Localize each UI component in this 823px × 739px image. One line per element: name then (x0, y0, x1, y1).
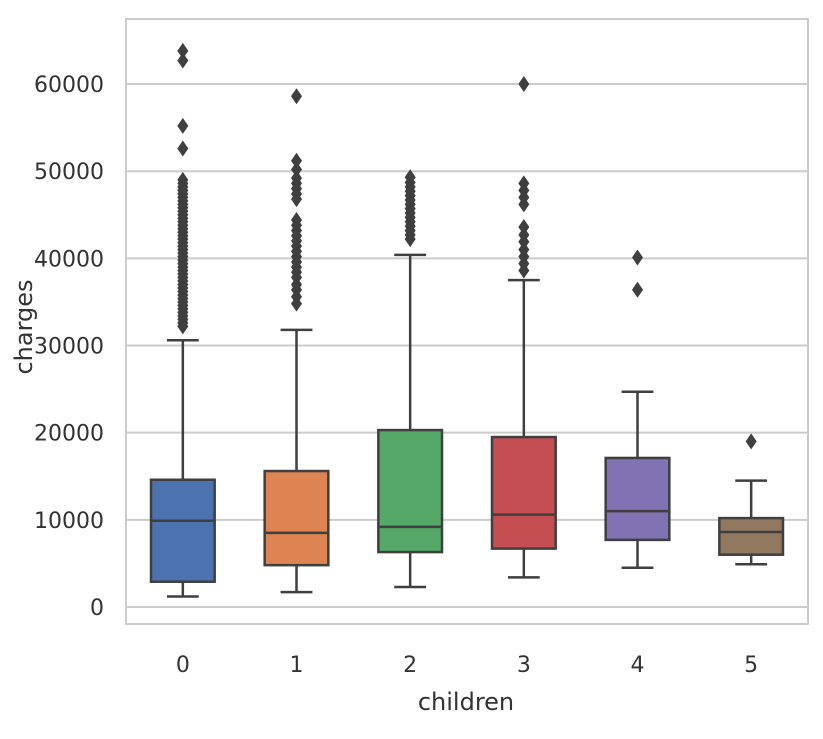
outlier-point (177, 171, 189, 188)
box-group-1 (263, 88, 330, 594)
outlier-point (291, 152, 302, 169)
x-tick-labels: 0 1 2 3 4 5 (176, 653, 758, 678)
x-axis-label: children (418, 688, 514, 716)
y-tick-label: 0 (90, 596, 104, 621)
plot-area (125, 18, 809, 625)
box-group-5 (718, 433, 785, 566)
outlier-point (291, 212, 302, 229)
x-tick-label: 1 (290, 653, 304, 678)
box-group-4 (604, 249, 671, 570)
outlier-point (518, 175, 530, 192)
box-group-0 (149, 42, 216, 598)
outlier-point (291, 161, 302, 178)
box-group-3 (490, 76, 557, 579)
outlier-point (632, 249, 643, 266)
outlier-point (632, 281, 643, 298)
outlier-point (404, 169, 416, 186)
y-tick-label: 20000 (34, 422, 104, 447)
y-tick-label: 30000 (34, 335, 104, 360)
iqr-box (377, 428, 444, 554)
iqr-box (490, 435, 557, 550)
y-tick-label: 40000 (34, 247, 104, 272)
outlier-point (291, 170, 302, 187)
outlier-point (291, 88, 302, 105)
y-tick-label: 50000 (34, 160, 104, 185)
iqr-box (149, 478, 216, 583)
x-tick-label: 5 (744, 653, 758, 678)
y-grid-lines (126, 83, 808, 608)
outlier-point (177, 42, 189, 59)
y-tick-label: 60000 (34, 73, 104, 98)
x-tick-label: 0 (176, 653, 190, 678)
box-group-2 (377, 169, 444, 589)
outlier-point (518, 76, 530, 93)
boxes (149, 42, 785, 598)
outlier-point (177, 140, 189, 157)
outlier-point (177, 52, 189, 69)
iqr-box (263, 469, 330, 567)
iqr-box (718, 516, 785, 556)
y-tick-labels: 0 10000 20000 30000 40000 50000 60000 (34, 73, 104, 621)
y-tick-label: 10000 (34, 509, 104, 534)
outlier-point (518, 218, 530, 235)
outlier-point (177, 117, 189, 134)
iqr-box (604, 456, 671, 542)
y-axis-label: charges (10, 279, 38, 374)
x-tick-label: 3 (517, 653, 531, 678)
x-tick-label: 4 (631, 653, 645, 678)
x-tick-label: 2 (403, 653, 417, 678)
outlier-point (745, 433, 757, 450)
